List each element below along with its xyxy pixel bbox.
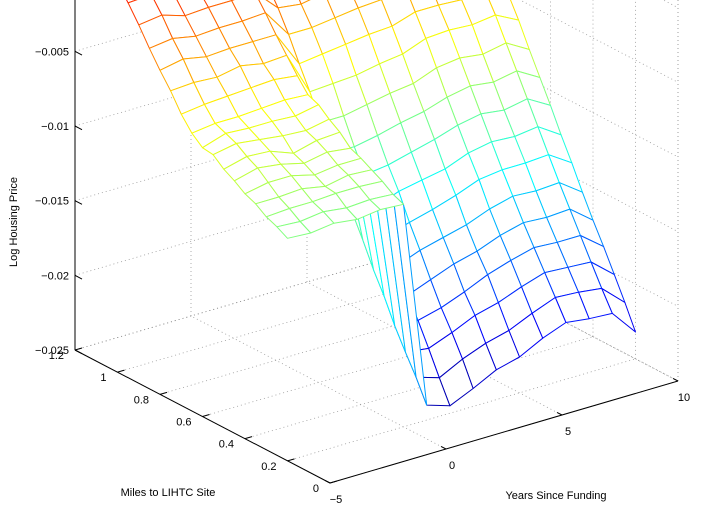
y-tick-label: 1 [100, 372, 106, 384]
x-tick-mark [556, 411, 563, 416]
y-tick-label: 0.8 [134, 394, 149, 406]
z-tick-label: −0.01 [41, 121, 69, 133]
z-tick-mark [74, 274, 83, 280]
x-tick-labels: −5 0 5 10 [330, 392, 690, 506]
z-tick-mark [74, 349, 83, 355]
z-grid-back [74, 98, 424, 202]
x-tick-label: 0 [449, 460, 455, 472]
y-grid-floor [74, 247, 424, 351]
z-grid-back [74, 23, 424, 127]
x-tick-label: 5 [565, 426, 571, 438]
surface-mesh [126, 0, 636, 407]
y-grid-floor [287, 358, 636, 462]
y-tick-labels: 0 0.2 0.4 0.6 0.8 1 1.2 [49, 350, 319, 495]
z-axis-label: Log Housing Price [8, 177, 20, 267]
z-tick-label: −0.015 [35, 196, 69, 208]
y-tick-label: 0.6 [176, 417, 191, 429]
y-grid-floor [202, 314, 551, 417]
y-tick-mark [329, 480, 338, 484]
x-axis-label: Years Since Funding [505, 490, 606, 502]
surface-cell [276, 221, 312, 239]
z-grid-back [74, 172, 424, 276]
z-tick-mark [74, 125, 83, 131]
y-tick-label: 0.2 [261, 461, 276, 473]
y-tick-mark [244, 436, 253, 440]
z-grid-back [74, 0, 252, 52]
y-tick-mark [287, 458, 295, 462]
y-grid-floor [159, 291, 509, 395]
y-tick-mark [117, 369, 125, 373]
y-tick-label: 1.2 [49, 350, 64, 362]
y-tick-mark [159, 391, 168, 395]
z-tick-label: −0.005 [35, 46, 69, 58]
y-tick-mark [202, 414, 210, 417]
z-tick-mark [74, 200, 83, 205]
y-tick-label: 0.4 [219, 439, 234, 451]
y-axis-label: Miles to LIHTC Site [121, 487, 216, 499]
z-tick-label: −0.02 [41, 270, 69, 282]
x-tick-mark [672, 377, 679, 382]
x-tick-label: −5 [330, 494, 343, 506]
x-tick-mark [440, 445, 447, 450]
x-tick-mark [324, 479, 331, 484]
y-grid-floor [117, 269, 466, 373]
z-tick-mark [74, 50, 83, 56]
z-tick-label: −0.025 [35, 345, 69, 357]
y-tick-mark [74, 347, 83, 351]
y-grid-floor [244, 336, 594, 440]
x-axis-line [329, 380, 679, 484]
x-tick-label: 10 [678, 392, 690, 404]
y-tick-label: 0 [313, 483, 319, 495]
axes [74, 0, 679, 484]
